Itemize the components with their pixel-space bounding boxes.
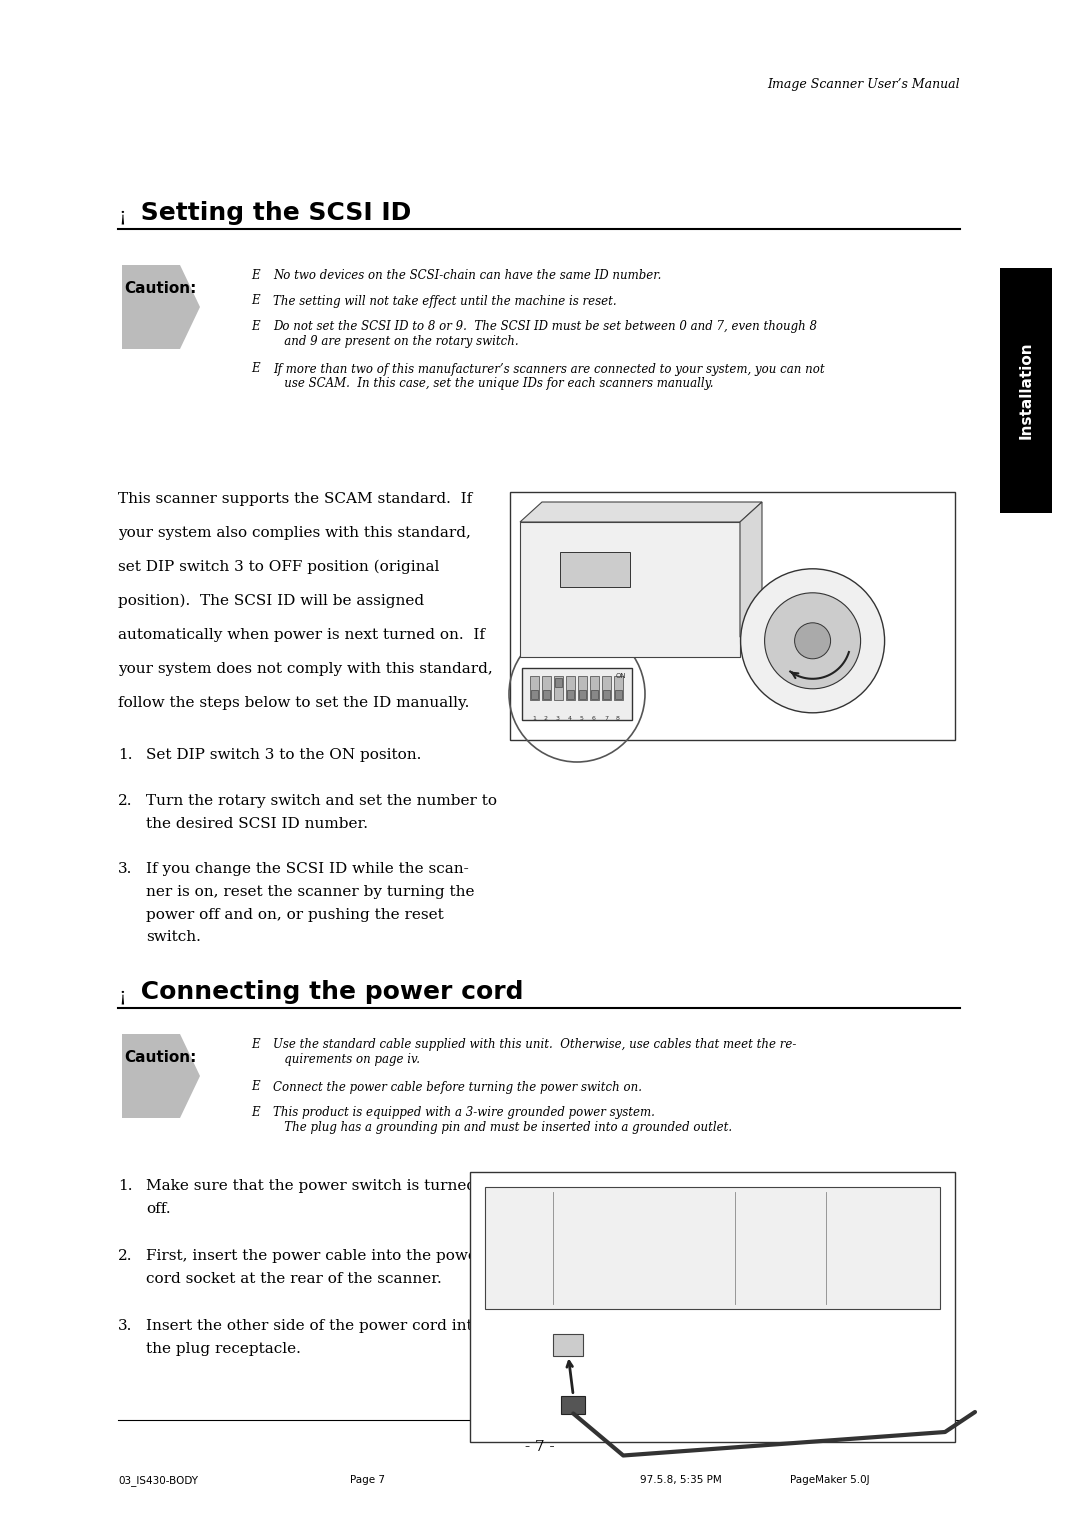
Text: E: E bbox=[251, 362, 259, 376]
Text: PageMaker 5.0J: PageMaker 5.0J bbox=[789, 1475, 869, 1485]
Text: This product is equipped with a 3-wire grounded power system.
   The plug has a : This product is equipped with a 3-wire g… bbox=[273, 1106, 732, 1134]
FancyBboxPatch shape bbox=[603, 691, 610, 698]
Text: E: E bbox=[251, 295, 259, 307]
Text: Connect the power cable before turning the power switch on.: Connect the power cable before turning t… bbox=[273, 1080, 642, 1094]
Text: Caution:: Caution: bbox=[124, 1050, 197, 1065]
FancyBboxPatch shape bbox=[485, 1187, 940, 1308]
Text: E: E bbox=[251, 1038, 259, 1051]
Text: 2: 2 bbox=[544, 717, 548, 721]
Text: E: E bbox=[251, 1080, 259, 1094]
Text: 3.: 3. bbox=[118, 862, 133, 876]
Text: your system also complies with this standard,: your system also complies with this stan… bbox=[118, 526, 471, 539]
FancyBboxPatch shape bbox=[531, 691, 538, 698]
Text: automatically when power is next turned on.  If: automatically when power is next turned … bbox=[118, 628, 485, 642]
Text: Set DIP switch 3 to the ON positon.: Set DIP switch 3 to the ON positon. bbox=[146, 749, 421, 762]
Text: Image Scanner User’s Manual: Image Scanner User’s Manual bbox=[768, 78, 960, 92]
Text: 03_IS430-BODY: 03_IS430-BODY bbox=[118, 1475, 198, 1485]
FancyBboxPatch shape bbox=[590, 675, 599, 700]
Text: set DIP switch 3 to OFF position (original: set DIP switch 3 to OFF position (origin… bbox=[118, 559, 440, 575]
Polygon shape bbox=[519, 503, 762, 523]
Text: 3: 3 bbox=[556, 717, 561, 721]
Text: position).  The SCSI ID will be assigned: position). The SCSI ID will be assigned bbox=[118, 594, 424, 608]
Text: Turn the rotary switch and set the number to
the desired SCSI ID number.: Turn the rotary switch and set the numbe… bbox=[146, 795, 497, 831]
Text: Page 7: Page 7 bbox=[350, 1475, 384, 1485]
Text: E: E bbox=[251, 1106, 259, 1118]
FancyBboxPatch shape bbox=[615, 675, 623, 700]
Text: Use the standard cable supplied with this unit.  Otherwise, use cables that meet: Use the standard cable supplied with thi… bbox=[273, 1038, 796, 1067]
Text: 97.5.8, 5:35 PM: 97.5.8, 5:35 PM bbox=[640, 1475, 721, 1485]
Text: 8: 8 bbox=[616, 717, 620, 721]
Text: This scanner supports the SCAM standard.  If: This scanner supports the SCAM standard.… bbox=[118, 492, 472, 506]
Text: Do not set the SCSI ID to 8 or 9.  The SCSI ID must be set between 0 and 7, even: Do not set the SCSI ID to 8 or 9. The SC… bbox=[273, 319, 816, 348]
Text: 6: 6 bbox=[592, 717, 596, 721]
FancyBboxPatch shape bbox=[522, 668, 632, 720]
Text: 5: 5 bbox=[580, 717, 584, 721]
Text: The setting will not take effect until the machine is reset.: The setting will not take effect until t… bbox=[273, 295, 617, 307]
Text: Setting the SCSI ID: Setting the SCSI ID bbox=[132, 202, 411, 225]
FancyBboxPatch shape bbox=[554, 675, 563, 700]
FancyBboxPatch shape bbox=[555, 678, 562, 688]
Text: 1.: 1. bbox=[118, 749, 133, 762]
FancyBboxPatch shape bbox=[1000, 267, 1052, 513]
Circle shape bbox=[741, 568, 885, 712]
Text: If more than two of this manufacturer’s scanners are connected to your system, y: If more than two of this manufacturer’s … bbox=[273, 362, 825, 391]
Polygon shape bbox=[740, 503, 762, 637]
Text: If you change the SCSI ID while the scan-
ner is on, reset the scanner by turnin: If you change the SCSI ID while the scan… bbox=[146, 862, 474, 944]
Text: ¡: ¡ bbox=[118, 206, 125, 225]
FancyBboxPatch shape bbox=[470, 1172, 955, 1442]
Text: 1.: 1. bbox=[118, 1180, 133, 1193]
Text: Make sure that the power switch is turned
off.: Make sure that the power switch is turne… bbox=[146, 1180, 476, 1216]
FancyBboxPatch shape bbox=[561, 552, 630, 587]
FancyBboxPatch shape bbox=[567, 691, 573, 698]
FancyBboxPatch shape bbox=[542, 675, 551, 700]
FancyBboxPatch shape bbox=[602, 675, 611, 700]
FancyBboxPatch shape bbox=[543, 691, 550, 698]
Text: follow the steps below to set the ID manually.: follow the steps below to set the ID man… bbox=[118, 695, 470, 711]
FancyBboxPatch shape bbox=[579, 691, 586, 698]
Text: 3.: 3. bbox=[118, 1319, 133, 1332]
Text: ON: ON bbox=[616, 672, 626, 678]
FancyBboxPatch shape bbox=[562, 1395, 585, 1413]
Polygon shape bbox=[122, 1034, 200, 1118]
Text: Insert the other side of the power cord into
the plug receptacle.: Insert the other side of the power cord … bbox=[146, 1319, 482, 1355]
Text: ¡: ¡ bbox=[118, 986, 125, 1004]
Text: Caution:: Caution: bbox=[124, 281, 197, 296]
Text: 1: 1 bbox=[532, 717, 536, 721]
Text: E: E bbox=[251, 269, 259, 283]
Text: First, insert the power cable into the power
cord socket at the rear of the scan: First, insert the power cable into the p… bbox=[146, 1248, 484, 1285]
Text: Installation: Installation bbox=[1018, 342, 1034, 440]
Circle shape bbox=[765, 593, 861, 689]
Text: No two devices on the SCSI-chain can have the same ID number.: No two devices on the SCSI-chain can hav… bbox=[273, 269, 661, 283]
Circle shape bbox=[795, 623, 831, 659]
FancyBboxPatch shape bbox=[519, 523, 740, 657]
Text: Connecting the power cord: Connecting the power cord bbox=[132, 979, 524, 1004]
FancyBboxPatch shape bbox=[530, 675, 539, 700]
FancyBboxPatch shape bbox=[510, 492, 955, 740]
FancyBboxPatch shape bbox=[566, 675, 575, 700]
Text: your system does not comply with this standard,: your system does not comply with this st… bbox=[118, 662, 492, 675]
Text: 2.: 2. bbox=[118, 1248, 133, 1264]
FancyBboxPatch shape bbox=[615, 691, 622, 698]
FancyBboxPatch shape bbox=[591, 691, 598, 698]
Polygon shape bbox=[122, 264, 200, 348]
Text: - 7 -: - 7 - bbox=[525, 1439, 555, 1455]
Text: 7: 7 bbox=[604, 717, 608, 721]
FancyBboxPatch shape bbox=[578, 675, 588, 700]
FancyBboxPatch shape bbox=[553, 1334, 583, 1355]
Text: 2.: 2. bbox=[118, 795, 133, 808]
Text: E: E bbox=[251, 319, 259, 333]
Text: 4: 4 bbox=[568, 717, 572, 721]
